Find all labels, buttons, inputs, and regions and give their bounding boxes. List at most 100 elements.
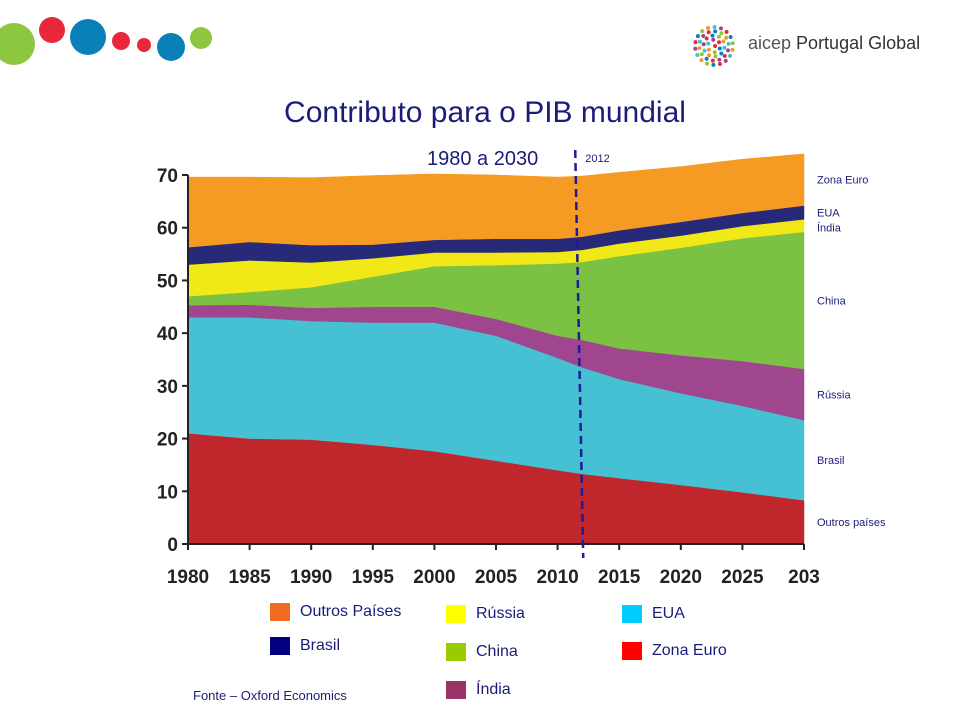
- logo-dot: [706, 47, 711, 52]
- x-tick-label: 1980: [167, 567, 209, 588]
- legend-item: China: [446, 643, 518, 661]
- logo-dot: [697, 46, 702, 51]
- logo-dot: [701, 33, 706, 38]
- logo-dot: [713, 54, 718, 59]
- chart-subtitle: 1980 a 2030: [427, 148, 539, 170]
- logo-dot: [706, 30, 711, 35]
- legend-label: EUA: [652, 605, 685, 622]
- logo-dot: [717, 61, 722, 66]
- logo-dot: [719, 31, 724, 36]
- x-tick-label: 1995: [352, 567, 395, 588]
- x-tick-label: 2000: [413, 567, 455, 588]
- x-tick-label: 2025: [721, 567, 764, 588]
- logo-dot: [718, 26, 723, 31]
- right-label: Zona Euro: [817, 175, 868, 187]
- decor-circle: [157, 33, 185, 61]
- area-outros-países: [187, 153, 805, 248]
- legend-swatch: [446, 681, 466, 699]
- logo-dot: [722, 54, 727, 59]
- x-tick-label: 2005: [475, 567, 518, 588]
- logo-dot: [700, 29, 705, 34]
- logo-dot: [706, 41, 711, 46]
- legend-item: Rússia: [446, 605, 525, 623]
- marker-group: 2012: [573, 149, 610, 559]
- legend-swatch: [446, 643, 466, 661]
- logo-dot: [717, 40, 722, 45]
- logo-dot: [705, 61, 710, 66]
- logo-dot: [719, 51, 724, 56]
- logo-text-bold: Portugal Global: [796, 33, 921, 53]
- legend-label: Brasil: [300, 637, 341, 654]
- y-tick-label: 20: [157, 430, 178, 451]
- y-tick-label: 30: [157, 377, 178, 398]
- decor-circle: [112, 32, 130, 50]
- logo-dot: [723, 58, 728, 63]
- logo-dot: [711, 62, 716, 67]
- legend-swatch: [270, 603, 290, 621]
- legend-item: Índia: [446, 681, 511, 699]
- legend-label: Outros Países: [300, 603, 402, 620]
- legend-label: Índia: [476, 681, 511, 698]
- logo-dot: [701, 42, 706, 47]
- right-label: Rússia: [817, 390, 852, 402]
- logo-dot: [704, 36, 709, 41]
- logo-dot: [722, 45, 727, 50]
- decor-circle: [70, 19, 106, 55]
- right-label: Outros países: [817, 517, 886, 529]
- logo-dot: [699, 58, 704, 63]
- x-tick-label: 2010: [536, 567, 578, 588]
- source-note: Fonte – Oxford Economics: [193, 688, 347, 703]
- logo-dot: [693, 46, 698, 51]
- right-labels-group: Outros países Brasil Rússia China Índia EUA Zo…: [817, 175, 886, 529]
- y-tick-label: 40: [157, 324, 178, 345]
- logo-dot: [706, 26, 711, 31]
- right-label: EUA: [817, 207, 840, 219]
- logo-dot: [724, 29, 729, 34]
- axes-group: 0 10 20 30 40 50 60 70 1980 1985 1990 1995 2000 2005 2…: [157, 166, 820, 588]
- logo-dot: [717, 57, 722, 62]
- legend-label: Zona Euro: [652, 642, 727, 659]
- legend-swatch: [270, 637, 290, 655]
- decor-circle: [137, 38, 151, 52]
- logo-dot: [728, 53, 733, 58]
- decor-circle: [39, 17, 65, 43]
- logo-dot: [711, 37, 716, 42]
- chart-title: Contributo para o PIB mundial: [284, 96, 686, 129]
- logo-text-regular: aicep: [748, 33, 797, 53]
- x-tick-label: 203: [788, 567, 820, 588]
- right-label: Brasil: [817, 455, 845, 467]
- y-tick-label: 60: [157, 219, 178, 240]
- logo-dot: [699, 52, 704, 57]
- decorative-circles: [0, 17, 212, 65]
- logo-dot: [713, 29, 718, 34]
- logo-dot: [712, 25, 717, 30]
- aicep-logo: aicep Portugal Global: [692, 22, 922, 68]
- area-series-group: [187, 153, 805, 545]
- y-tick-label: 10: [157, 482, 178, 503]
- x-tick-label: 2015: [598, 567, 641, 588]
- logo-dot: [730, 41, 735, 46]
- decor-circle: [190, 27, 212, 49]
- decor-circle: [0, 23, 35, 65]
- x-tick-label: 2020: [660, 567, 702, 588]
- logo-dot: [717, 46, 722, 51]
- logo-dot: [702, 48, 707, 53]
- legend-swatch: [622, 642, 642, 660]
- logo-dot: [724, 35, 729, 40]
- logo-dot: [695, 52, 700, 57]
- x-tick-label: 1990: [290, 567, 332, 588]
- right-label: Índia: [817, 221, 842, 234]
- legend-item: Brasil: [270, 637, 340, 655]
- legend-label: China: [476, 643, 518, 660]
- logo-dot: [730, 47, 735, 52]
- legend-item: Zona Euro: [622, 642, 727, 660]
- logo-dot: [728, 35, 733, 40]
- y-tick-label: 0: [167, 535, 178, 556]
- logo-dot: [721, 39, 726, 44]
- legend-item: Outros Países: [270, 603, 401, 621]
- right-label: China: [817, 295, 847, 307]
- logo-dot: [697, 39, 702, 44]
- logo-text: aicep Portugal Global: [748, 33, 920, 54]
- logo-dot: [713, 44, 718, 48]
